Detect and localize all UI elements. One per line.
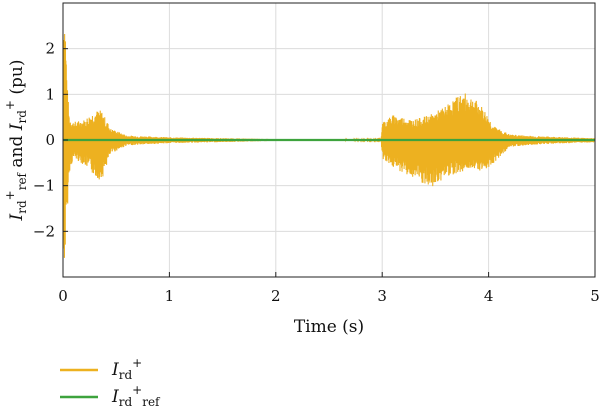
y-tick-label: −1 [33, 177, 55, 195]
legend: Ird+ Ird+ref [60, 356, 161, 408]
y-tick-label: 1 [45, 85, 55, 103]
y-label-i1: I [7, 213, 27, 221]
legend-label-ird-plus: Ird+ [111, 356, 142, 382]
legend2-sup: + [132, 383, 142, 397]
y-label-unit: (pu) [7, 60, 27, 101]
x-axis-ticks: 0 1 2 3 4 5 [58, 272, 600, 305]
x-tick-label: 5 [590, 287, 600, 305]
y-label-and: and [7, 130, 27, 173]
x-tick-label: 3 [377, 287, 387, 305]
x-tick-label: 0 [58, 287, 68, 305]
y-label-sub1: rd [15, 200, 29, 214]
y-tick-label: 2 [45, 40, 55, 58]
legend2-sub: rd [119, 395, 133, 408]
x-tick-label: 1 [165, 287, 175, 305]
x-tick-label: 2 [271, 287, 281, 305]
y-axis-ticks: −2 −1 0 1 2 [33, 40, 68, 240]
y-label-sub3: rd [15, 110, 29, 124]
y-tick-label: 0 [45, 131, 55, 149]
x-tick-label: 4 [484, 287, 494, 305]
legend1-main: I [111, 360, 119, 380]
series-ird-plus [62, 34, 596, 258]
legend-item-ird-plus-ref: Ird+ref [60, 383, 161, 408]
legend2-sub2: ref [142, 395, 161, 408]
legend-label-ird-plus-ref: Ird+ref [111, 383, 161, 408]
legend1-sub: rd [119, 368, 133, 382]
legend1-sup: + [132, 356, 142, 370]
y-label-sub2: ref [15, 171, 29, 190]
y-label-sup1: + [3, 190, 17, 200]
y-axis-label: Ird+ref and Ird+ (pu) [3, 60, 29, 222]
x-axis-label: Time (s) [294, 317, 364, 337]
legend2-main: I [111, 387, 119, 407]
y-label-sup2: + [3, 100, 17, 110]
series-line-ird-plus [62, 34, 596, 258]
legend-item-ird-plus: Ird+ [60, 356, 142, 382]
y-tick-label: −2 [33, 222, 55, 240]
y-label-i2: I [7, 123, 27, 131]
